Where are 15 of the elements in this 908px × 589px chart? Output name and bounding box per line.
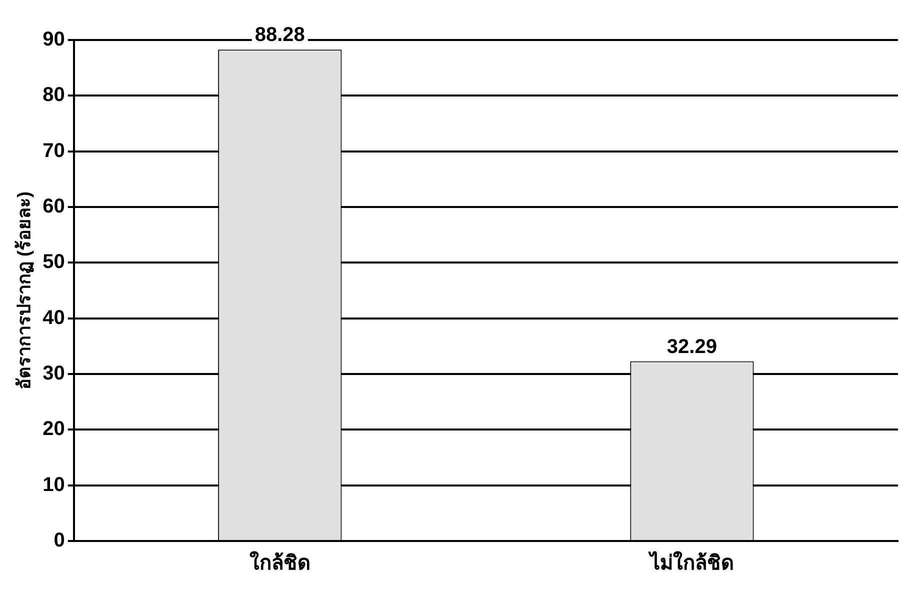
data-label: 32.29	[666, 336, 717, 358]
x-tick-label: ไม่ใกล้ชิด	[648, 550, 734, 575]
y-tick-label: 70	[42, 140, 65, 162]
y-tick-label: 50	[42, 251, 65, 274]
y-tick-label: 10	[42, 474, 65, 496]
y-tick-label: 20	[42, 418, 65, 440]
y-tick-label: 60	[42, 196, 65, 218]
x-tick-label: ใกล้ชิด	[249, 550, 310, 575]
y-tick-label: 90	[42, 28, 65, 51]
data-label: 88.28	[254, 24, 305, 46]
y-axis-title: อัตราการปรากฏ (ร้อยละ)	[14, 192, 34, 390]
y-tick-label: 80	[42, 84, 65, 106]
y-tick-label: 40	[42, 306, 65, 329]
y-tick-label: 0	[54, 530, 65, 552]
y-tick-label: 30	[42, 362, 65, 385]
